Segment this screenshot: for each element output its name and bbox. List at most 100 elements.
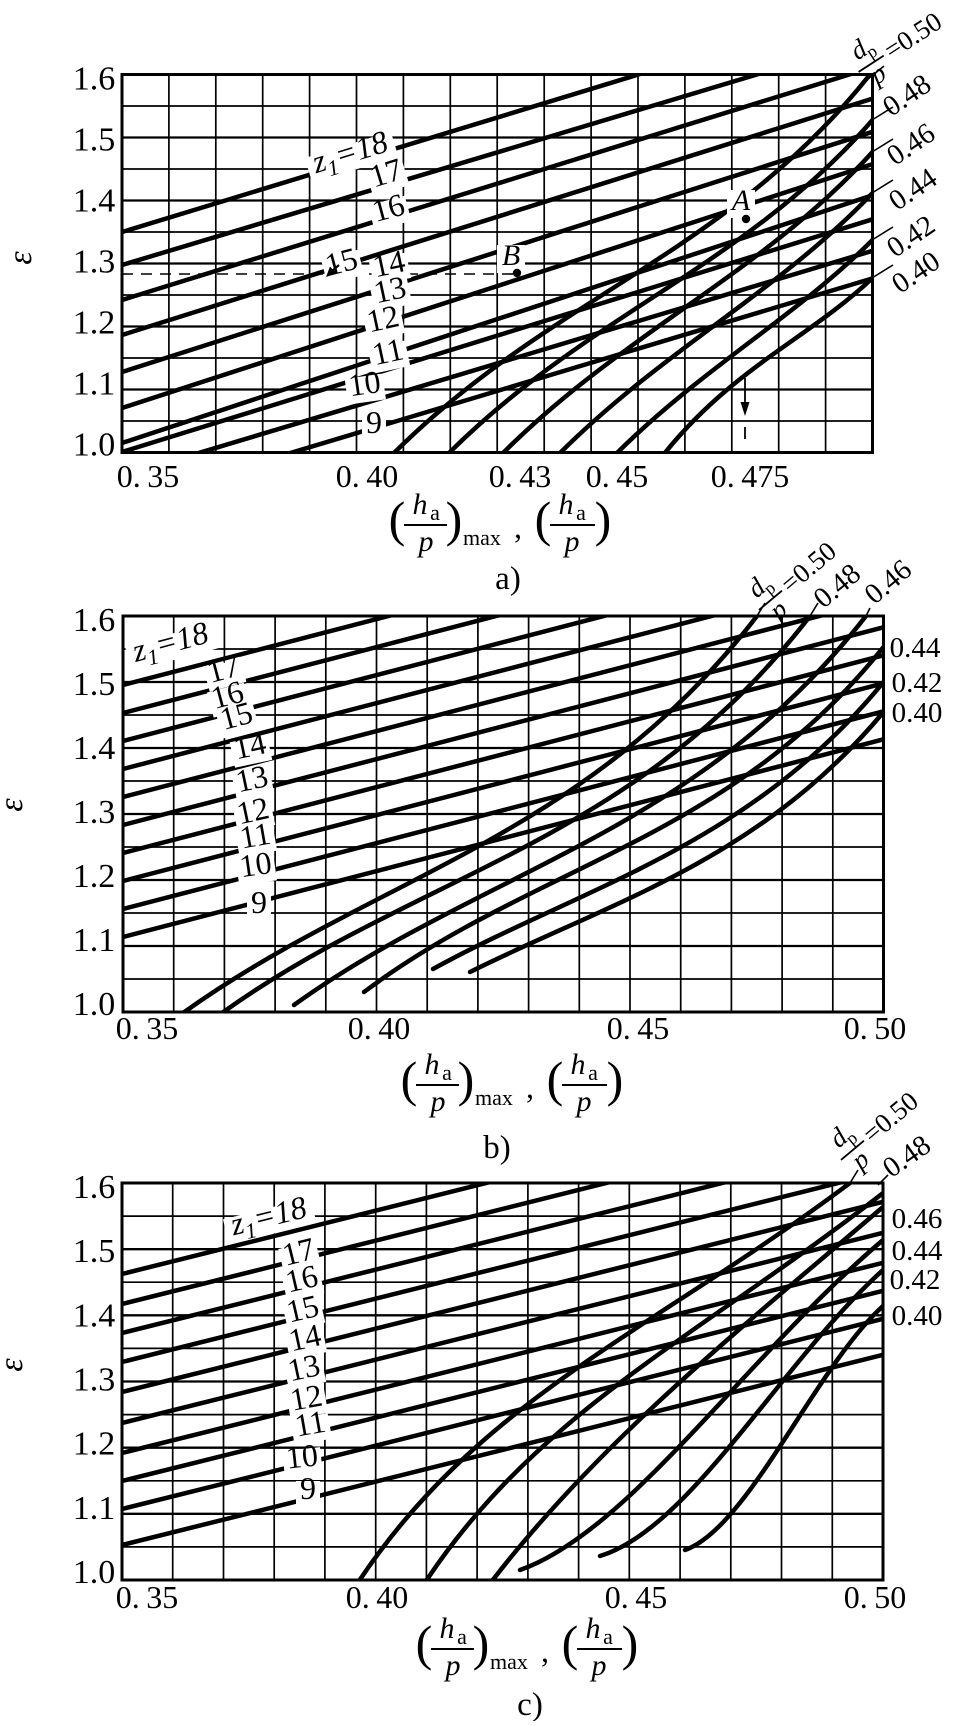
svg-text:h: h bbox=[440, 1612, 455, 1645]
svg-text:(: ( bbox=[401, 1051, 418, 1107]
svg-text:12: 12 bbox=[363, 297, 402, 339]
svg-text:1.4: 1.4 bbox=[73, 730, 116, 767]
svg-text:13: 13 bbox=[284, 1346, 323, 1388]
svg-text:1.0: 1.0 bbox=[73, 1554, 116, 1591]
svg-text:p: p bbox=[590, 1649, 607, 1682]
svg-text:,: , bbox=[526, 1069, 534, 1105]
svg-text:0. 45: 0. 45 bbox=[605, 1579, 667, 1615]
svg-text:1.2: 1.2 bbox=[73, 1426, 116, 1463]
svg-text:A: A bbox=[730, 184, 751, 217]
svg-text:0. 35: 0. 35 bbox=[116, 1579, 178, 1615]
svg-text:max: max bbox=[475, 1085, 513, 1110]
svg-text:(: ( bbox=[535, 491, 552, 547]
svg-text:ε: ε bbox=[2, 251, 39, 265]
svg-text:p: p bbox=[563, 525, 580, 558]
svg-text:0.40: 0.40 bbox=[892, 1300, 943, 1332]
svg-text:11: 11 bbox=[237, 815, 274, 856]
svg-text:a): a) bbox=[495, 561, 521, 597]
svg-text:max: max bbox=[463, 525, 501, 550]
svg-text:1.3: 1.3 bbox=[73, 794, 116, 831]
svg-text:ε: ε bbox=[0, 798, 30, 812]
svg-text:1.5: 1.5 bbox=[73, 1233, 116, 1270]
svg-text:0. 50: 0. 50 bbox=[844, 1579, 906, 1615]
svg-text:): ) bbox=[458, 1051, 475, 1107]
svg-text:1.3: 1.3 bbox=[73, 1362, 116, 1399]
svg-text:1.2: 1.2 bbox=[73, 858, 116, 895]
svg-text:0. 40: 0. 40 bbox=[348, 1010, 410, 1046]
svg-text:10: 10 bbox=[237, 844, 274, 884]
svg-text:9: 9 bbox=[300, 1470, 316, 1506]
svg-text:9: 9 bbox=[251, 884, 267, 920]
svg-text:): ) bbox=[473, 1615, 490, 1671]
svg-text:14: 14 bbox=[230, 724, 269, 766]
svg-text:15: 15 bbox=[283, 1287, 322, 1329]
svg-text:1.2: 1.2 bbox=[73, 305, 116, 342]
svg-text:,: , bbox=[541, 1633, 549, 1669]
svg-text:a: a bbox=[588, 1060, 598, 1085]
svg-text:a: a bbox=[442, 1060, 452, 1085]
svg-text:h: h bbox=[559, 488, 574, 521]
svg-text:1.3: 1.3 bbox=[73, 244, 116, 281]
svg-text:h: h bbox=[571, 1048, 586, 1081]
svg-text:1.0: 1.0 bbox=[73, 986, 116, 1023]
svg-text:1.4: 1.4 bbox=[73, 1297, 116, 1334]
svg-text:1.5: 1.5 bbox=[73, 666, 116, 703]
svg-text:ε: ε bbox=[0, 1358, 30, 1372]
svg-text:12: 12 bbox=[233, 789, 272, 831]
svg-text:0.44: 0.44 bbox=[892, 1235, 943, 1267]
svg-text:10: 10 bbox=[284, 1436, 320, 1475]
svg-text:14: 14 bbox=[369, 242, 408, 284]
svg-text:max: max bbox=[490, 1649, 528, 1674]
svg-text:c): c) bbox=[517, 1687, 543, 1721]
svg-text:0.40: 0.40 bbox=[892, 697, 943, 729]
svg-text:(: ( bbox=[416, 1615, 433, 1671]
svg-text:1.6: 1.6 bbox=[73, 602, 116, 639]
svg-text:p: p bbox=[575, 1085, 592, 1118]
svg-text:1.6: 1.6 bbox=[73, 61, 116, 98]
svg-text:0. 50: 0. 50 bbox=[844, 1010, 906, 1046]
svg-text:11: 11 bbox=[369, 330, 407, 372]
svg-text:16: 16 bbox=[282, 1257, 321, 1299]
svg-text:): ) bbox=[446, 491, 463, 547]
svg-text:): ) bbox=[622, 1615, 639, 1671]
svg-text:a: a bbox=[576, 500, 586, 525]
svg-text:1.4: 1.4 bbox=[73, 183, 116, 220]
svg-text:(: ( bbox=[562, 1615, 579, 1671]
svg-text:12: 12 bbox=[287, 1377, 325, 1418]
svg-text:0. 43: 0. 43 bbox=[489, 458, 551, 494]
svg-text:13: 13 bbox=[370, 268, 409, 310]
svg-text:0. 40: 0. 40 bbox=[346, 1579, 408, 1615]
svg-text:1.1: 1.1 bbox=[73, 922, 116, 959]
svg-text:0. 35: 0. 35 bbox=[117, 458, 179, 494]
svg-text:1.0: 1.0 bbox=[73, 427, 116, 464]
svg-text:a: a bbox=[603, 1624, 613, 1649]
svg-text:p: p bbox=[429, 1085, 446, 1118]
svg-text:,: , bbox=[514, 509, 522, 545]
svg-text:14: 14 bbox=[285, 1316, 324, 1358]
svg-text:0. 475: 0. 475 bbox=[711, 458, 789, 494]
svg-text:0. 45: 0. 45 bbox=[586, 458, 648, 494]
svg-text:0.42: 0.42 bbox=[890, 1264, 941, 1296]
svg-text:1.6: 1.6 bbox=[73, 1169, 116, 1206]
svg-text:B: B bbox=[502, 239, 520, 272]
svg-text:(: ( bbox=[389, 491, 406, 547]
svg-text:0. 45: 0. 45 bbox=[607, 1010, 669, 1046]
svg-text:11: 11 bbox=[292, 1403, 329, 1444]
svg-text:0.44: 0.44 bbox=[890, 632, 941, 664]
svg-text:p: p bbox=[444, 1649, 461, 1682]
svg-text:): ) bbox=[607, 1051, 624, 1107]
svg-text:13: 13 bbox=[232, 757, 271, 799]
svg-text:1.1: 1.1 bbox=[73, 1490, 116, 1527]
svg-text:9: 9 bbox=[366, 404, 382, 440]
svg-text:a: a bbox=[457, 1624, 467, 1649]
svg-text:0. 35: 0. 35 bbox=[116, 1010, 178, 1046]
svg-text:h: h bbox=[413, 488, 428, 521]
svg-text:10: 10 bbox=[346, 363, 383, 403]
svg-text:h: h bbox=[425, 1048, 440, 1081]
svg-text:0. 40: 0. 40 bbox=[336, 458, 398, 494]
svg-text:a: a bbox=[430, 500, 440, 525]
svg-text:h: h bbox=[586, 1612, 601, 1645]
svg-text:0.46: 0.46 bbox=[892, 1203, 943, 1235]
svg-text:0.42: 0.42 bbox=[892, 667, 943, 699]
svg-text:): ) bbox=[595, 491, 612, 547]
